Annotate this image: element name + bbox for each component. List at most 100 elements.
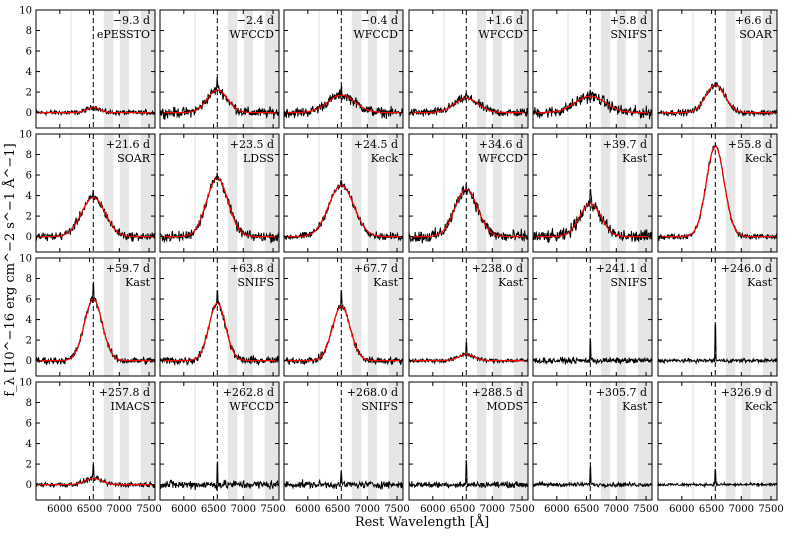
shaded-band: [476, 10, 487, 128]
panel-frame: [35, 381, 156, 501]
shaded-band: [367, 134, 377, 252]
fit-curve: [533, 203, 652, 238]
spectrum-line: [658, 81, 777, 117]
shaded-band: [227, 134, 238, 252]
x-tick-label: 6000: [171, 504, 196, 515]
y-tick-label: 4: [26, 315, 32, 326]
shaded-band: [140, 134, 155, 252]
shaded-band: [476, 382, 487, 500]
shaded-band: [762, 134, 777, 252]
panel-frame: [35, 257, 156, 377]
y-tick-label: 8: [26, 398, 32, 409]
instrument-label: MODS: [486, 400, 523, 413]
panel-frame: [657, 133, 778, 253]
spectrum-line: [36, 189, 155, 243]
epoch-label: −9.3 d: [113, 14, 150, 27]
x-tick-label: 7500: [136, 504, 161, 515]
shaded-band: [616, 382, 626, 500]
y-tick-label: 2: [26, 88, 32, 99]
shaded-band: [119, 258, 129, 376]
shaded-band: [194, 134, 196, 252]
spectrum-line: [284, 85, 403, 119]
epoch-label: +288.5 d: [472, 386, 523, 399]
panel-frame: [532, 133, 653, 253]
shaded-band: [741, 258, 751, 376]
x-tick-label: 7500: [509, 504, 534, 515]
fit-curve: [533, 95, 652, 114]
shaded-band: [388, 258, 403, 376]
shaded-band: [103, 10, 114, 128]
shaded-band: [318, 134, 320, 252]
y-tick-label: 0: [26, 108, 32, 119]
panel-frame: [657, 257, 778, 377]
instrument-label: WFCCD: [353, 28, 398, 41]
shaded-band: [443, 258, 445, 376]
x-tick-label: 6000: [47, 504, 72, 515]
fit-curve: [409, 353, 528, 362]
shaded-band: [70, 382, 72, 500]
shaded-band: [600, 134, 611, 252]
shaded-band: [725, 134, 736, 252]
spectrum-line: [284, 471, 403, 491]
shaded-band: [103, 382, 114, 500]
shaded-band: [243, 134, 253, 252]
x-tick-label: 7000: [107, 504, 132, 515]
spectrum-line: [160, 76, 279, 120]
shaded-band: [741, 382, 751, 500]
shaded-band: [318, 258, 320, 376]
fit-curve: [36, 298, 155, 362]
shaded-band: [725, 258, 736, 376]
shaded-band: [388, 134, 403, 252]
epoch-label: +305.7 d: [596, 386, 647, 399]
instrument-label: WFCCD: [478, 152, 523, 165]
shaded-band: [443, 10, 445, 128]
instrument-label: Kast: [373, 276, 398, 289]
shaded-band: [367, 382, 377, 500]
shaded-band: [616, 10, 626, 128]
instrument-label: Kast: [747, 276, 772, 289]
epoch-label: +59.7 d: [106, 262, 150, 275]
shaded-band: [637, 382, 652, 500]
panel-frame: [657, 9, 778, 129]
shaded-band: [567, 134, 569, 252]
x-tick-label: 6000: [295, 504, 320, 515]
epoch-label: +268.0 d: [347, 386, 398, 399]
shaded-band: [637, 258, 652, 376]
epoch-label: −2.4 d: [237, 14, 274, 27]
instrument-label: Keck: [745, 400, 773, 413]
y-tick-label: 0: [26, 480, 32, 491]
x-tick-label: 6500: [699, 504, 724, 515]
shaded-band: [119, 134, 129, 252]
spectrum-line: [284, 179, 403, 242]
fit-curve: [409, 97, 528, 114]
shaded-band: [70, 258, 72, 376]
shaded-band: [616, 134, 626, 252]
shaded-band: [567, 382, 569, 500]
shaded-band: [140, 10, 155, 128]
shaded-band: [70, 10, 72, 128]
x-tick-label: 7000: [355, 504, 380, 515]
y-tick-label: 8: [26, 26, 32, 37]
instrument-label: ePESSTO: [97, 28, 150, 41]
x-tick-label: 6500: [574, 504, 599, 515]
shaded-band: [600, 10, 611, 128]
y-tick-label: 6: [26, 47, 32, 58]
y-tick-label: 2: [26, 460, 32, 471]
epoch-label: +34.6 d: [479, 138, 523, 151]
fit-curve: [409, 188, 528, 238]
